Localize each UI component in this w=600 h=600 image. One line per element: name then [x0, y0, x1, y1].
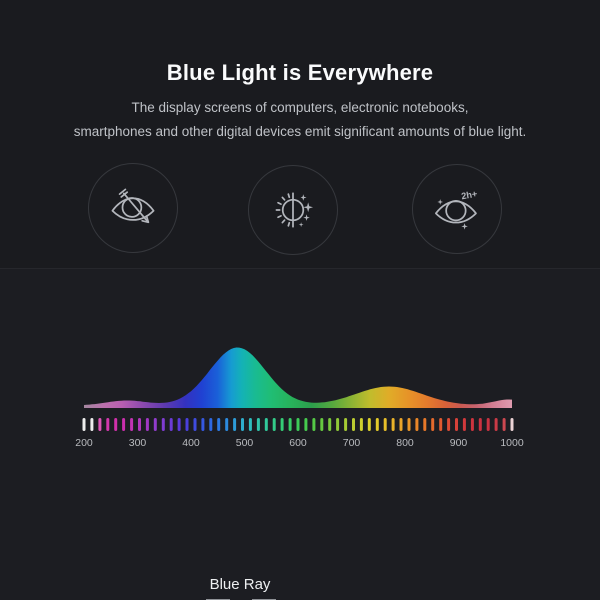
spectrum-tick — [82, 418, 86, 431]
spectrum-tick — [280, 418, 284, 431]
spectrum-tick — [233, 418, 237, 431]
spectrum-tick — [114, 418, 118, 431]
spectrum-tick — [383, 418, 387, 431]
spectrum-tick — [423, 418, 427, 431]
spectrum-tick — [470, 418, 474, 431]
spectrum-tick — [439, 418, 443, 431]
spectrum-tick — [328, 418, 332, 431]
spectrum-tick — [201, 418, 205, 431]
spectrum-tick — [145, 418, 149, 431]
hero-section: Blue Light is Everywhere The display scr… — [0, 0, 600, 268]
spectrum-tick — [248, 418, 252, 431]
spectrum-tick — [169, 418, 173, 431]
spectrum-tick — [455, 418, 458, 431]
spectrum-tick — [478, 418, 482, 431]
axis-tick-label: 400 — [182, 437, 200, 449]
spectrum-tick — [98, 418, 102, 431]
spectrum-tick — [312, 418, 316, 431]
spectrum-tick — [193, 418, 197, 431]
spectrum-tick — [130, 418, 134, 431]
spectrum-tick — [359, 418, 363, 431]
spectrum-tick — [462, 418, 466, 431]
axis-tick-label: 200 — [75, 437, 93, 449]
axis-tick-label: 900 — [450, 437, 468, 449]
feature-circle-brightness — [248, 165, 338, 255]
axis-tick-label: 600 — [289, 437, 307, 449]
spectrum-tick — [106, 418, 110, 431]
spectrum-tick — [336, 418, 340, 431]
spectrum-tick — [431, 418, 435, 431]
spectrum-tick — [209, 418, 213, 431]
feature-circle-long-wear: 2h+ — [412, 164, 502, 254]
spectrum-tick — [185, 418, 189, 431]
spectrum-tick — [320, 418, 324, 431]
axis-tick-label: 1000 — [500, 437, 524, 449]
eye-sparkle-icon: 2h+ — [435, 189, 478, 230]
two-hour-badge: 2h+ — [460, 189, 478, 202]
spectrum-tick — [502, 418, 506, 431]
spectrum-tick — [138, 418, 141, 431]
spectrum-tick — [344, 418, 348, 431]
axis-tick-label: 800 — [396, 437, 414, 449]
axis-tick-label: 500 — [236, 437, 254, 449]
spectrum-tick — [447, 418, 451, 431]
spectrum-tick — [177, 418, 181, 431]
subtitle-line-2: smartphones and other digital devices em… — [73, 124, 527, 139]
spectrum-tick — [486, 418, 490, 431]
spectrum-tick — [296, 418, 300, 431]
light-spectrum-chart: 200 300 400 500 600 700 800 900 1000 — [75, 347, 524, 449]
spectrum-tick — [225, 418, 229, 431]
spectrum-tick — [122, 418, 126, 431]
spectrum-tick — [352, 418, 355, 431]
spectrum-tick — [415, 418, 419, 431]
spectrum-tick — [241, 418, 244, 431]
spectrum-tick — [272, 418, 276, 431]
page-subtitle: The display screens of computers, electr… — [0, 96, 600, 144]
axis-tick-label: 700 — [343, 437, 361, 449]
spectrum-tick — [153, 418, 157, 431]
spectrum-section: Blue Ray Ultraviolet Infrared Wavelength… — [0, 268, 600, 600]
spectrum-tick — [288, 418, 292, 431]
spectrum-tick — [510, 418, 514, 431]
spectrum-area-curve — [84, 347, 512, 408]
spectrum-tick — [407, 418, 411, 431]
spectrum-tick — [367, 418, 371, 431]
axis-tick-label: 300 — [129, 437, 147, 449]
blue-ray-annotation: Blue Ray — [209, 576, 271, 593]
eye-with-arrow-icon — [111, 188, 155, 224]
spectrum-tick — [256, 418, 260, 431]
brightness-sparkle-icon — [275, 192, 314, 228]
subtitle-line-1: The display screens of computers, electr… — [131, 100, 469, 115]
spectrum-tick — [304, 418, 308, 431]
spectrum-tick — [264, 418, 268, 431]
spectrum-tick — [217, 418, 221, 431]
page-title: Blue Light is Everywhere — [166, 60, 434, 85]
spectrum-tick — [494, 418, 498, 431]
spectrum-tick — [161, 418, 165, 431]
spectrum-tick — [375, 418, 379, 431]
spectrum-tick — [399, 418, 403, 431]
spectrum-tick — [391, 418, 395, 431]
feature-circle-eye-strain — [88, 163, 178, 253]
spectrum-tick — [90, 418, 94, 431]
